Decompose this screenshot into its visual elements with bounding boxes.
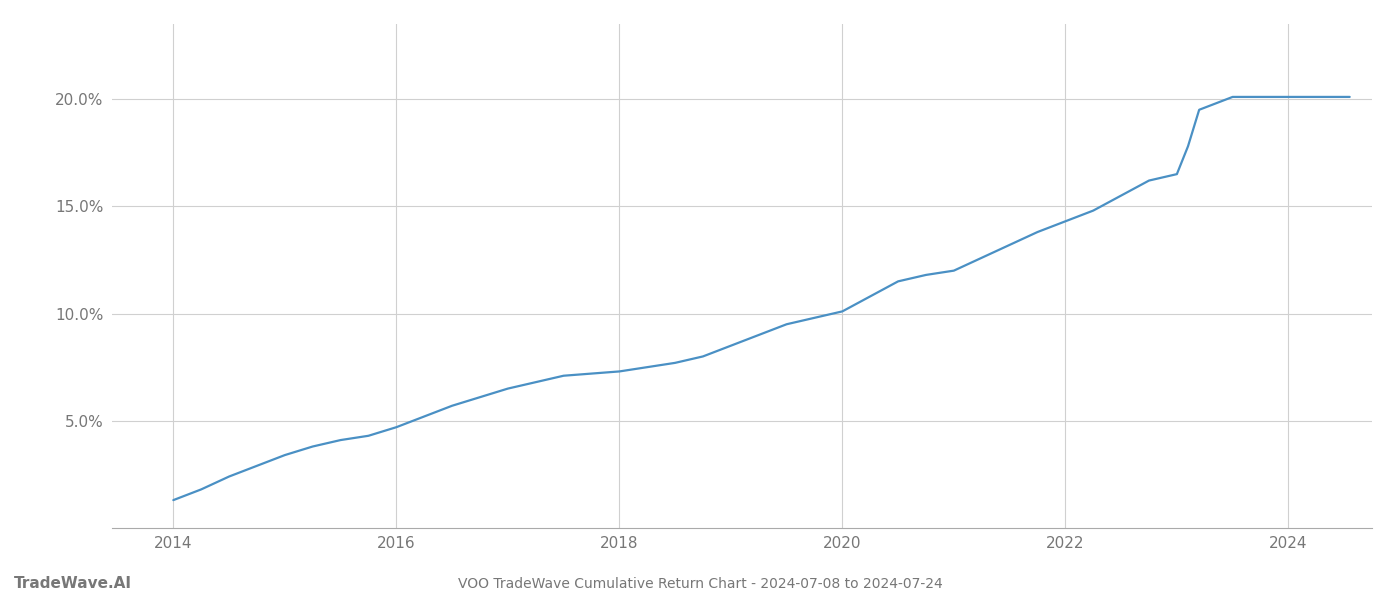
Text: TradeWave.AI: TradeWave.AI	[14, 576, 132, 591]
Text: VOO TradeWave Cumulative Return Chart - 2024-07-08 to 2024-07-24: VOO TradeWave Cumulative Return Chart - …	[458, 577, 942, 591]
